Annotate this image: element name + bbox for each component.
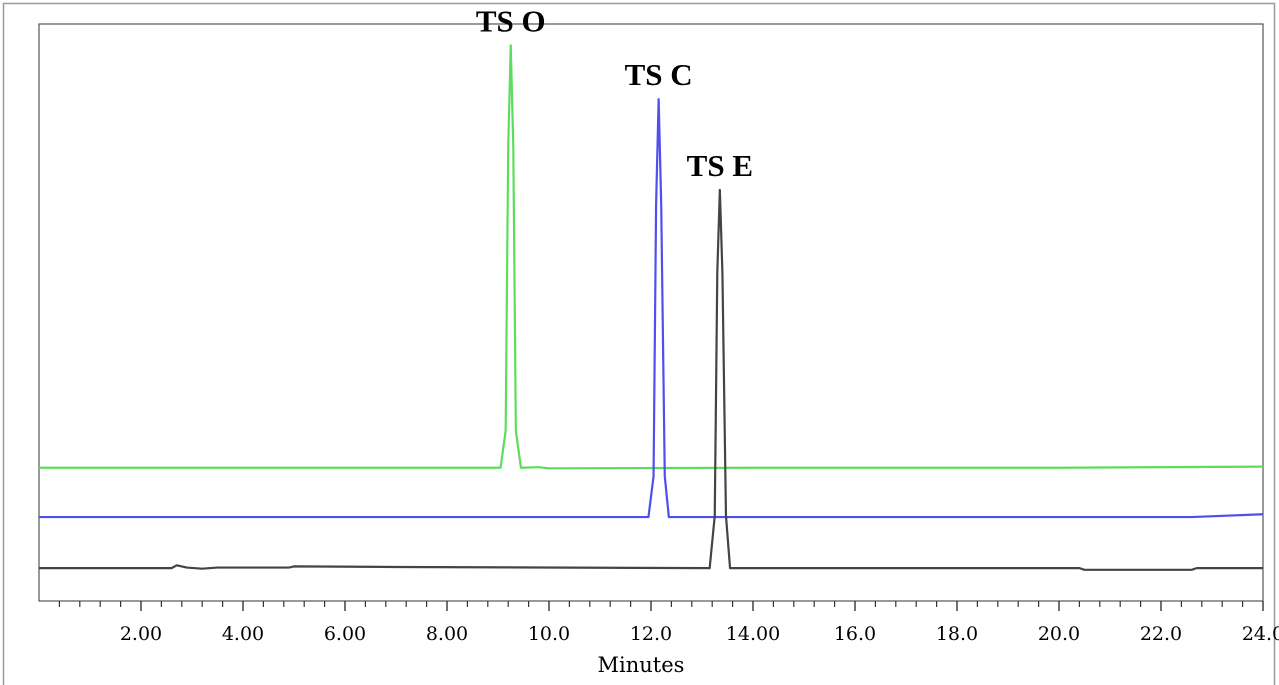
x-tick-label: 20.0 <box>1038 623 1080 645</box>
peak-label-2: TS C <box>625 57 693 92</box>
series-line-3 <box>39 188 1263 571</box>
x-tick-label: 8.00 <box>426 623 468 645</box>
x-tick-label: 12.0 <box>630 623 672 645</box>
peak-label-3: TS E <box>687 148 753 183</box>
series-line-1 <box>39 44 1264 470</box>
x-tick-label: 4.00 <box>222 623 264 645</box>
x-tick-label: 14.00 <box>726 623 780 645</box>
x-tick-label: 6.00 <box>324 623 366 645</box>
x-tick-label: 2.00 <box>120 623 162 645</box>
x-tick-label: 22.0 <box>1140 623 1182 645</box>
x-tick-label: 16.0 <box>834 623 876 645</box>
x-tick-label: 10.0 <box>528 623 570 645</box>
series-layer <box>39 44 1264 571</box>
plot-area-frame <box>38 23 1264 602</box>
x-axis-ticks: 2.00 4.00 6.00 8.00 10.0 12.0 14.00 16.0 18.0 20.… <box>58 601 1279 645</box>
x-tick-label: 24.0 <box>1242 623 1279 645</box>
peak-label-1: TS O <box>476 3 546 38</box>
x-axis-title: Minutes <box>598 653 685 677</box>
peak-labels: TS O TS C TS E <box>476 3 753 183</box>
series-line-2 <box>39 98 1264 519</box>
x-tick-label: 18.0 <box>936 623 978 645</box>
